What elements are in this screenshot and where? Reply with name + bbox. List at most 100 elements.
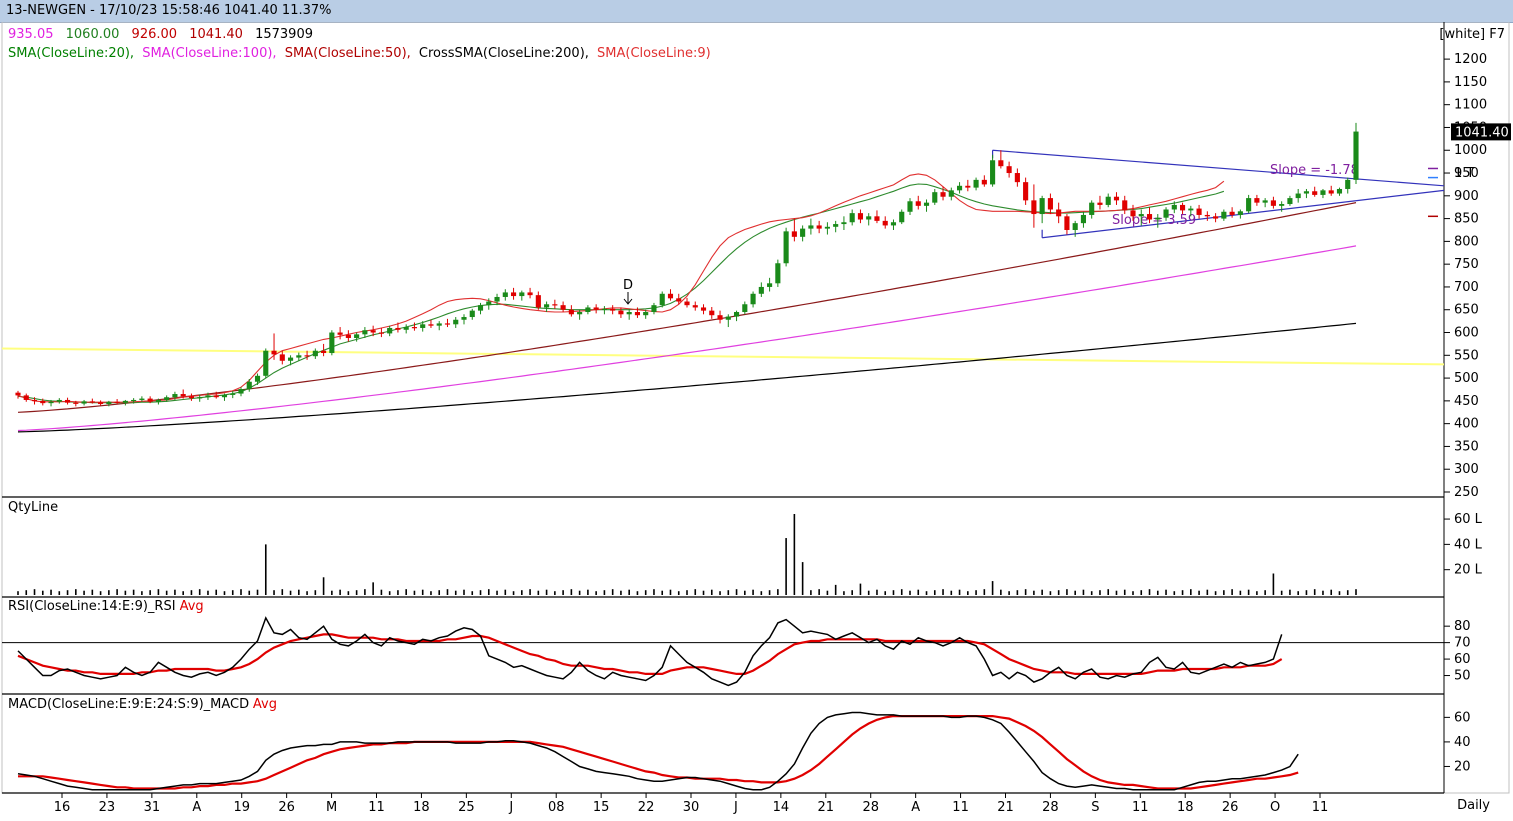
candle[interactable] [932, 188, 938, 205]
candle[interactable] [733, 310, 740, 322]
candle[interactable] [1204, 211, 1210, 221]
candle[interactable] [1188, 205, 1194, 217]
candle[interactable] [742, 301, 748, 315]
candle[interactable] [378, 327, 384, 338]
candle[interactable] [998, 150, 1004, 169]
lower-trendline[interactable] [1042, 189, 1445, 239]
candle[interactable] [907, 198, 913, 215]
candle[interactable] [1130, 204, 1136, 221]
candle[interactable] [1345, 177, 1351, 194]
candle[interactable] [808, 218, 814, 235]
candle[interactable] [568, 305, 574, 317]
candle[interactable] [1320, 188, 1326, 199]
candle[interactable] [535, 291, 541, 310]
candle[interactable] [973, 177, 979, 191]
candle[interactable] [1270, 196, 1276, 209]
candle[interactable] [791, 218, 797, 242]
candle[interactable] [296, 352, 302, 361]
candle[interactable] [337, 327, 343, 340]
candle[interactable] [1146, 207, 1153, 224]
candle[interactable] [1006, 161, 1012, 178]
candle[interactable] [775, 259, 781, 287]
chart-area[interactable]: 1200115011001050100095090085080075070065… [0, 21, 1513, 817]
candle[interactable] [23, 393, 29, 402]
candle[interactable] [601, 306, 607, 315]
candle[interactable] [1213, 213, 1219, 223]
candle[interactable] [1138, 209, 1144, 226]
candle[interactable] [15, 390, 21, 399]
candle[interactable] [890, 219, 897, 230]
upper-trendline[interactable] [992, 149, 1445, 187]
candle[interactable] [1336, 187, 1343, 196]
candle[interactable] [345, 330, 351, 342]
candle[interactable] [131, 398, 137, 404]
candle[interactable] [106, 400, 112, 407]
candle[interactable] [1163, 207, 1169, 221]
candle[interactable] [114, 399, 120, 405]
candle[interactable] [1064, 214, 1070, 235]
candle[interactable] [816, 220, 822, 234]
candle[interactable] [221, 393, 228, 401]
candle[interactable] [659, 291, 665, 308]
candle[interactable] [1312, 186, 1318, 197]
candle[interactable] [172, 391, 178, 400]
candle[interactable] [304, 350, 310, 360]
candle[interactable] [585, 305, 591, 315]
candle[interactable] [155, 398, 161, 405]
candle[interactable] [923, 199, 930, 212]
candle[interactable] [213, 391, 219, 399]
candle[interactable] [477, 302, 484, 315]
candle[interactable] [1113, 192, 1120, 205]
candle[interactable] [833, 220, 839, 233]
price-panel[interactable]: 1200115011001050100095090085080075070065… [1, 52, 1511, 500]
candle[interactable] [676, 293, 682, 305]
candle[interactable] [1254, 194, 1260, 206]
candle[interactable] [510, 287, 517, 300]
candle[interactable] [849, 209, 855, 226]
candle[interactable] [147, 396, 153, 404]
candle[interactable] [700, 304, 707, 315]
candle[interactable] [486, 298, 492, 310]
candle[interactable] [1171, 201, 1177, 214]
candle[interactable] [800, 225, 806, 242]
candle[interactable] [1014, 168, 1020, 187]
candle[interactable] [81, 399, 87, 406]
candle[interactable] [73, 400, 79, 407]
candle[interactable] [1047, 193, 1053, 215]
candle[interactable] [626, 308, 632, 320]
candle[interactable] [1196, 204, 1202, 219]
candle[interactable] [420, 321, 426, 332]
candle[interactable] [651, 302, 657, 315]
candle[interactable] [48, 399, 54, 407]
candle[interactable] [841, 216, 847, 230]
candle[interactable] [1303, 188, 1310, 199]
candle[interactable] [428, 319, 434, 328]
candle[interactable] [461, 314, 467, 325]
candle[interactable] [1353, 122, 1359, 184]
candle[interactable] [593, 304, 599, 314]
candle[interactable] [1105, 193, 1111, 208]
candle[interactable] [709, 306, 715, 319]
candle[interactable] [758, 282, 764, 297]
candle[interactable] [321, 343, 327, 357]
candle[interactable] [948, 187, 954, 201]
candle[interactable] [643, 309, 649, 319]
candle[interactable] [271, 333, 277, 360]
candle[interactable] [1089, 200, 1095, 219]
corner-label[interactable]: [white] F7 [1439, 27, 1505, 42]
candle[interactable] [1246, 194, 1252, 214]
candle[interactable] [1023, 177, 1029, 205]
candle[interactable] [717, 310, 723, 324]
candle[interactable] [1221, 209, 1227, 221]
candle[interactable] [494, 293, 500, 306]
candle[interactable] [122, 399, 128, 406]
candle[interactable] [965, 179, 971, 192]
candle[interactable] [857, 209, 864, 224]
candle[interactable] [618, 307, 624, 318]
candle[interactable] [1229, 207, 1235, 218]
candle[interactable] [164, 395, 170, 402]
candle[interactable] [866, 213, 872, 226]
candle[interactable] [725, 314, 731, 328]
candle[interactable] [197, 394, 203, 402]
candle[interactable] [205, 392, 211, 400]
